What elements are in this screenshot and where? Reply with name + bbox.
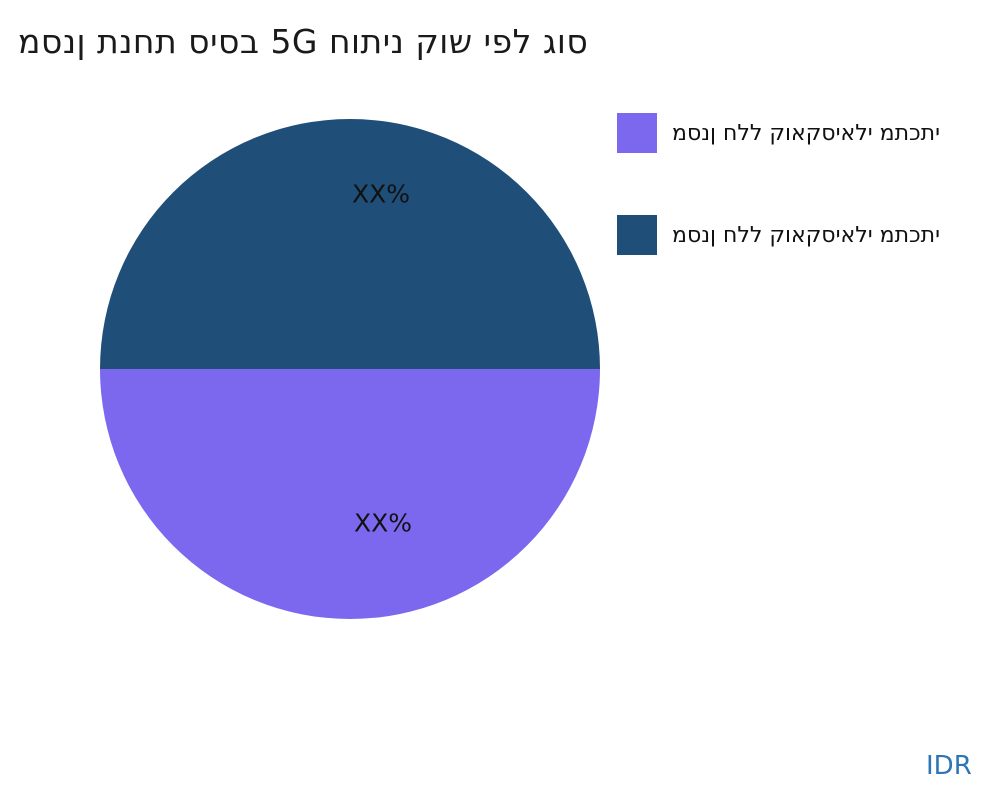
pie-chart xyxy=(100,119,600,619)
legend-label: מסנן חלל קואקסיאלי מתכתי xyxy=(672,222,941,248)
legend-swatch-navy xyxy=(617,215,657,255)
legend-swatch-purple xyxy=(617,113,657,153)
legend-item: מסנן חלל קואקסיאלי מתכתי xyxy=(617,113,940,153)
legend-item: מסנן חלל קואקסיאלי מתכתי xyxy=(617,215,940,255)
pie-slice-label-bottom: XX% xyxy=(353,508,413,538)
pie-slice-label-top: XX% xyxy=(351,179,411,209)
currency-annotation: IDR xyxy=(926,751,972,781)
chart-title: מסנן תנחת סיסב 5G חותינ קוש יפל גוס xyxy=(18,22,589,61)
legend-label: מסנן חלל קואקסיאלי מתכתי xyxy=(672,120,941,146)
